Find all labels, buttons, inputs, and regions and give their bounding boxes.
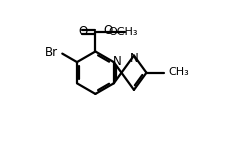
Text: OCH₃: OCH₃ [108, 27, 138, 37]
Text: N: N [112, 55, 121, 68]
Text: O: O [78, 25, 87, 38]
Text: O: O [103, 24, 112, 37]
Text: Br: Br [45, 46, 58, 59]
Text: N: N [130, 52, 138, 65]
Text: CH₃: CH₃ [167, 67, 188, 77]
